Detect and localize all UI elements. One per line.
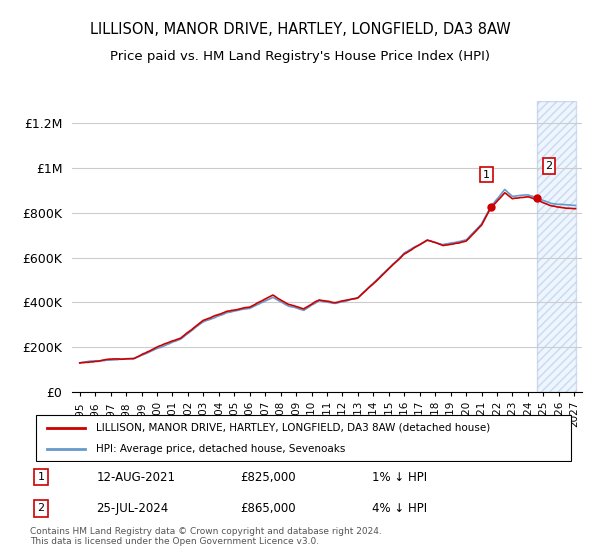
Text: 12-AUG-2021: 12-AUG-2021 <box>96 470 175 484</box>
Text: 2: 2 <box>545 161 553 171</box>
Text: 2: 2 <box>37 503 44 514</box>
Text: £865,000: £865,000 <box>240 502 295 515</box>
Text: LILLISON, MANOR DRIVE, HARTLEY, LONGFIELD, DA3 8AW: LILLISON, MANOR DRIVE, HARTLEY, LONGFIEL… <box>89 22 511 38</box>
Text: Contains HM Land Registry data © Crown copyright and database right 2024.
This d: Contains HM Land Registry data © Crown c… <box>30 526 382 546</box>
Text: 1: 1 <box>38 472 44 482</box>
Text: Price paid vs. HM Land Registry's House Price Index (HPI): Price paid vs. HM Land Registry's House … <box>110 50 490 63</box>
FancyBboxPatch shape <box>35 416 571 461</box>
Text: HPI: Average price, detached house, Sevenoaks: HPI: Average price, detached house, Seve… <box>96 444 346 454</box>
Text: 1% ↓ HPI: 1% ↓ HPI <box>372 470 427 484</box>
Text: £825,000: £825,000 <box>240 470 295 484</box>
Text: 4% ↓ HPI: 4% ↓ HPI <box>372 502 427 515</box>
Text: LILLISON, MANOR DRIVE, HARTLEY, LONGFIELD, DA3 8AW (detached house): LILLISON, MANOR DRIVE, HARTLEY, LONGFIEL… <box>96 423 490 433</box>
Text: 1: 1 <box>483 170 490 180</box>
Text: 25-JUL-2024: 25-JUL-2024 <box>96 502 169 515</box>
